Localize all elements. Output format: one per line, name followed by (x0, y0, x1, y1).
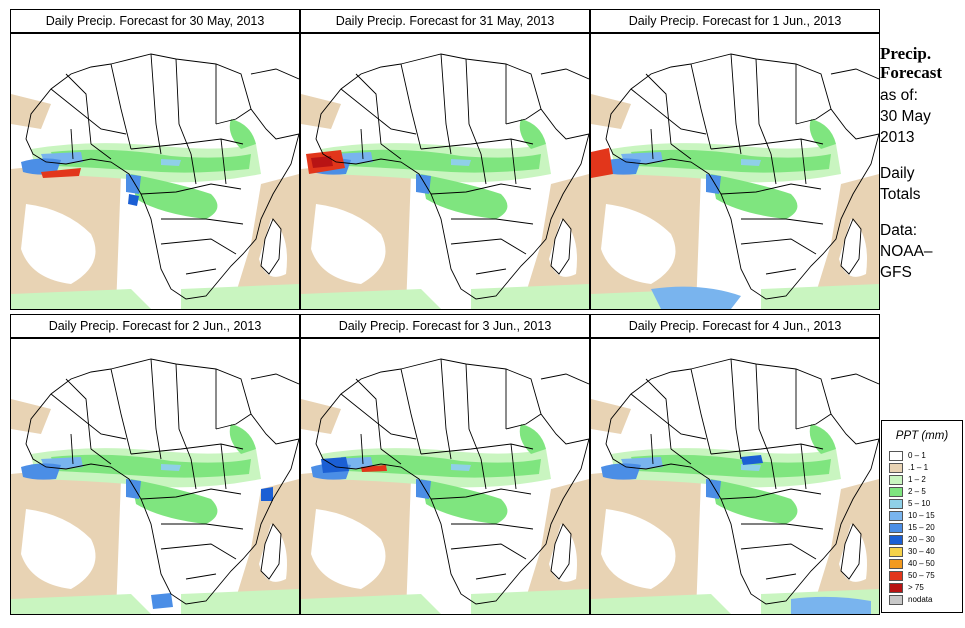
legend-swatch (889, 547, 903, 557)
legend-label: 0 – 1 (908, 451, 926, 460)
legend-label: 50 – 75 (908, 571, 935, 580)
data-source-2: GFS (880, 264, 912, 281)
precip-map (300, 33, 590, 310)
legend-swatch (889, 523, 903, 533)
forecast-panel-2: Daily Precip. Forecast for 31 May, 2013 (300, 9, 590, 310)
legend-swatch (889, 535, 903, 545)
precip-legend: PPT (mm) 0 – 1 .1 – 1 1 – 2 2 – 5 5 – 10 10 –… (881, 420, 963, 613)
info-heading-1: Precip. (880, 44, 932, 63)
forecast-panel-3: Daily Precip. Forecast for 1 Jun., 2013 (590, 9, 880, 310)
legend-label: 15 – 20 (908, 523, 935, 532)
legend-label: nodata (908, 595, 933, 604)
legend-swatch (889, 583, 903, 593)
legend-swatch (889, 559, 903, 569)
legend-swatch (889, 487, 903, 497)
legend-swatch (889, 451, 903, 461)
panel-title: Daily Precip. Forecast for 30 May, 2013 (10, 9, 300, 33)
forecast-panel-5: Daily Precip. Forecast for 3 Jun., 2013 (300, 314, 590, 615)
totals-label: Totals (880, 186, 921, 203)
legend-swatch (889, 499, 903, 509)
info-heading-2: Forecast (880, 63, 942, 82)
legend-swatch (889, 571, 903, 581)
precip-map (10, 33, 300, 310)
legend-title: PPT (mm) (895, 430, 949, 442)
legend-label: 20 – 30 (908, 535, 935, 544)
data-source-1: NOAA– (880, 243, 933, 260)
legend-label: 5 – 10 (908, 499, 931, 508)
as-of-date-2: 2013 (880, 129, 915, 146)
precip-map (590, 33, 880, 310)
legend-label: 1 – 2 (908, 475, 926, 484)
forecast-panel-4: Daily Precip. Forecast for 2 Jun., 2013 (10, 314, 300, 615)
legend-swatch (889, 463, 903, 473)
daily-label: Daily (880, 165, 915, 182)
legend-swatch (889, 511, 903, 521)
forecast-panel-6: Daily Precip. Forecast for 4 Jun., 2013 (590, 314, 880, 615)
forecast-panel-1: Daily Precip. Forecast for 30 May, 2013 (10, 9, 300, 310)
as-of-label: as of: (880, 87, 918, 104)
legend-label: 30 – 40 (908, 547, 935, 556)
precip-map (10, 338, 300, 615)
forecast-info: Precip. Forecast as of: 30 May 2013 Dail… (880, 44, 964, 283)
legend-label: > 75 (908, 583, 924, 592)
data-label: Data: (880, 222, 918, 239)
precip-map (300, 338, 590, 615)
legend-swatch (889, 475, 903, 485)
legend-label: 10 – 15 (908, 511, 935, 520)
precip-map (590, 338, 880, 615)
legend-label: .1 – 1 (908, 463, 929, 472)
legend-label: 40 – 50 (908, 559, 935, 568)
as-of-date-1: 30 May (880, 108, 931, 125)
panel-title: Daily Precip. Forecast for 4 Jun., 2013 (590, 314, 880, 338)
legend-swatch (889, 595, 903, 605)
panel-title: Daily Precip. Forecast for 31 May, 2013 (300, 9, 590, 33)
panel-title: Daily Precip. Forecast for 1 Jun., 2013 (590, 9, 880, 33)
panel-title: Daily Precip. Forecast for 2 Jun., 2013 (10, 314, 300, 338)
panel-title: Daily Precip. Forecast for 3 Jun., 2013 (300, 314, 590, 338)
legend-label: 2 – 5 (908, 487, 926, 496)
